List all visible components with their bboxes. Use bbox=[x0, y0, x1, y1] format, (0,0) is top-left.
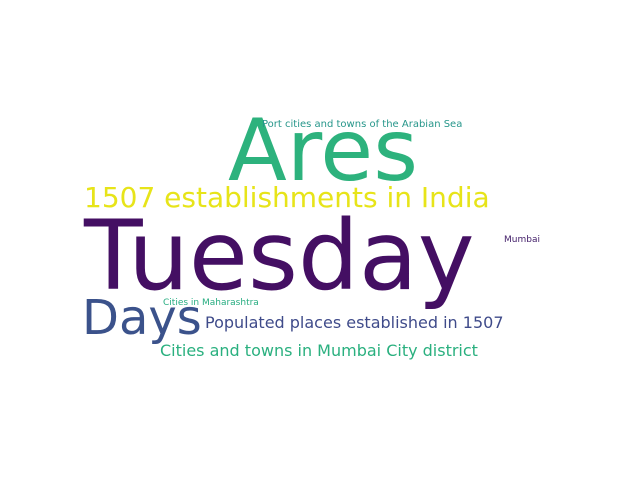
word-populated-places-1507: Populated places established in 1507 bbox=[205, 313, 504, 332]
word-1507-establishments-india: 1507 establishments in India bbox=[84, 181, 490, 214]
word-ares: Ares bbox=[228, 101, 419, 201]
word-tuesday: Tuesday bbox=[84, 200, 475, 312]
word-mumbai: Mumbai bbox=[504, 235, 540, 245]
word-days: Days bbox=[82, 290, 202, 346]
word-port-cities-arabian-sea: Port cities and towns of the Arabian Sea bbox=[262, 119, 463, 130]
word-cities-in-maharashtra: Cities in Maharashtra bbox=[163, 298, 259, 308]
word-cities-towns-mumbai-city: Cities and towns in Mumbai City district bbox=[160, 341, 478, 360]
